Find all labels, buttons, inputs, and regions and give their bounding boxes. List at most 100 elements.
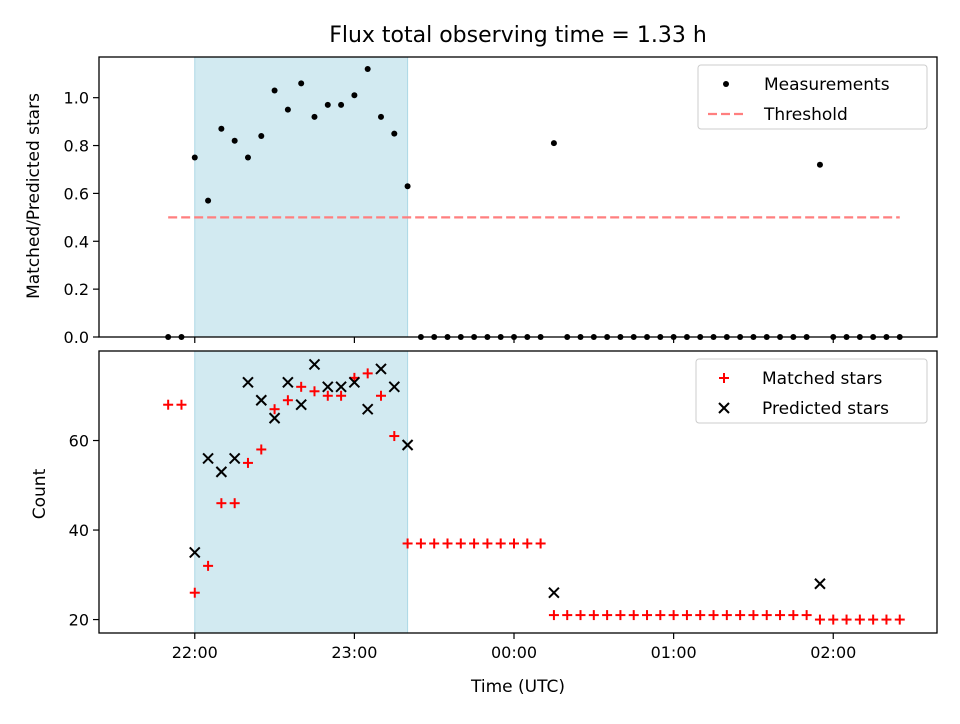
legend-label: Measurements	[764, 75, 890, 95]
y-tick-label: 20	[69, 611, 89, 630]
x-tick-label: 23:00	[331, 643, 377, 662]
matched-star-point	[282, 395, 293, 406]
measurement-point	[298, 80, 305, 87]
matched-star-point	[748, 610, 759, 621]
y-tick-label: 0.8	[64, 137, 89, 156]
matched-star-point	[522, 538, 533, 549]
predicted-marker-b	[401, 439, 414, 451]
y-tick-label: 0.0	[64, 328, 89, 347]
predicted-marker-b	[361, 403, 374, 415]
measurement-point	[244, 154, 251, 161]
matched-star-point	[761, 610, 772, 621]
matched-star-point	[442, 538, 453, 549]
top-panel: 0.0 0.2 0.4 0.6 0.8 1.0	[64, 56, 938, 347]
predicted-star-point	[348, 376, 361, 389]
matched-star-point	[296, 381, 307, 392]
measurement-point	[271, 87, 278, 94]
predicted-marker-b	[295, 399, 307, 411]
predicted-marker-b	[282, 376, 294, 389]
matched-star-point	[841, 614, 852, 625]
legend-box	[697, 64, 928, 130]
matched-star-point	[788, 610, 799, 621]
x-tick-label: 22:00	[172, 643, 218, 662]
matched-star-point	[336, 390, 347, 401]
matched-star-point	[735, 610, 746, 621]
measurement-point	[364, 65, 371, 72]
matched-star-point	[535, 538, 546, 549]
predicted-marker-b	[242, 376, 254, 389]
matched-star-point	[548, 610, 559, 621]
predicted-star-point	[322, 381, 334, 393]
measurement-point	[284, 106, 291, 113]
predicted-star-point	[401, 439, 414, 451]
matched-star-point	[495, 538, 506, 549]
legend-label: Matched stars	[762, 369, 882, 389]
predicted-marker-b	[388, 381, 401, 393]
bottom-y-axis-label: Count	[30, 468, 50, 519]
matched-star-point	[655, 610, 666, 621]
matched-star-point	[628, 610, 639, 621]
matched-star-point	[362, 368, 373, 379]
legend-box	[695, 358, 928, 424]
matched-star-point	[814, 614, 825, 625]
y-tick-label: 1.0	[64, 89, 89, 108]
bottom-panel: 20 40 60 22:00 23:00 00:00 01:00 02:00	[69, 350, 938, 662]
y-tick-label: 40	[69, 521, 89, 540]
matched-star-point	[216, 498, 227, 509]
predicted-marker-b	[548, 587, 560, 599]
matched-star-point	[854, 614, 865, 625]
predicted-star-point	[228, 452, 241, 465]
matched-star-point	[375, 390, 386, 401]
matched-star-point	[176, 399, 187, 410]
matched-star-point	[588, 610, 599, 621]
measurement-point	[338, 101, 345, 108]
measurement-point	[205, 197, 212, 204]
matched-star-point	[894, 614, 905, 625]
matched-star-point	[229, 498, 240, 509]
matched-star-point	[801, 610, 812, 621]
matched-star-point	[415, 538, 426, 549]
matched-star-point	[242, 457, 253, 468]
matched-star-point	[455, 538, 466, 549]
axes-frame	[98, 56, 938, 338]
measurement-point	[391, 130, 398, 137]
measurement-point	[191, 154, 198, 161]
predicted-star-point	[189, 546, 201, 559]
matched-star-point	[881, 614, 892, 625]
matched-star-point	[482, 538, 493, 549]
matched-star-point	[575, 610, 586, 621]
measurement-point	[404, 183, 411, 190]
matched-star-point	[828, 614, 839, 625]
matched-star-point	[309, 386, 320, 397]
top-y-axis-label: Matched/Predicted stars	[24, 93, 44, 299]
matched-star-point	[189, 587, 200, 598]
chart-title: Flux total observing time = 1.33 h	[329, 23, 707, 48]
predicted-star-point	[361, 403, 374, 415]
bottom-legend: Matched stars Predicted stars	[695, 358, 928, 424]
x-tick-label: 02:00	[810, 643, 856, 662]
y-tick-label: 0.4	[64, 232, 89, 251]
matched-star-point	[695, 610, 706, 621]
predicted-marker-b	[322, 381, 334, 393]
axes-frame	[98, 350, 938, 634]
matched-star-point	[708, 610, 719, 621]
x-tick-label: 00:00	[491, 643, 537, 662]
legend-label: Threshold	[763, 105, 848, 125]
legend-measurement-marker	[723, 81, 729, 87]
predicted-marker-b	[308, 358, 321, 371]
matched-star-point	[256, 444, 267, 455]
matched-star-point	[429, 538, 440, 549]
predicted-marker-b	[189, 546, 201, 559]
top-legend: Measurements Threshold	[697, 64, 928, 130]
measurement-point	[377, 113, 384, 120]
y-tick-label: 60	[69, 432, 89, 451]
predicted-star-point	[268, 412, 281, 424]
predicted-star-point	[308, 358, 321, 371]
matched-star-point	[562, 610, 573, 621]
matched-star-point	[868, 614, 879, 625]
x-tick-label: 01:00	[651, 643, 697, 662]
measurement-point	[311, 113, 318, 120]
measurement-point	[324, 101, 331, 108]
predicted-marker-b	[348, 376, 361, 389]
